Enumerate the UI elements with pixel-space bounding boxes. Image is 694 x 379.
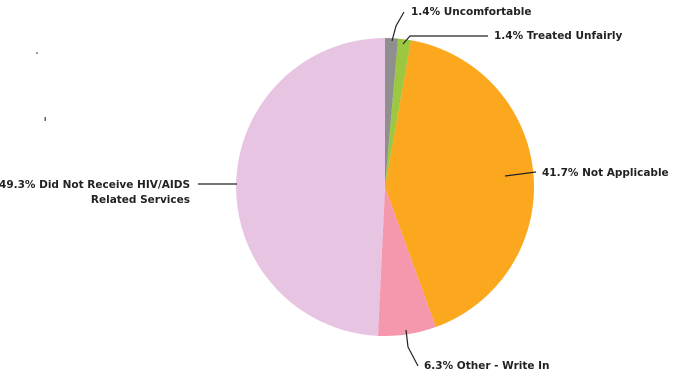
pie-slice-1 (385, 37, 399, 188)
slice-label-1: 1.4% Uncomfortable (411, 6, 531, 18)
pie-slices (236, 37, 534, 336)
leader-line-4 (405, 329, 419, 367)
pie-slice-2 (385, 38, 412, 187)
pie-slice-3 (385, 40, 534, 328)
slice-label-2: 1.4% Treated Unfairly (494, 30, 623, 42)
slice-label-5: 49.3% Did Not Receive HIV/AIDS Related Se… (0, 179, 190, 206)
slice-label-4: 6.3% Other - Write In (424, 360, 550, 372)
slice-label-line: 41.7% Not Applicable (542, 167, 669, 179)
pie-slice-4 (377, 187, 436, 336)
scan-speck (36, 52, 38, 54)
pie-slice-5 (236, 38, 385, 336)
leader-lines (198, 11, 537, 367)
slice-label-line: 1.4% Treated Unfairly (494, 30, 623, 42)
slice-labels: 1.4% Uncomfortable 1.4% Treated Unfairly 4… (0, 6, 669, 372)
slice-label-line: Related Services (91, 194, 190, 206)
leader-line-2 (402, 35, 488, 45)
slice-label-line: 1.4% Uncomfortable (411, 6, 531, 18)
leader-line-3 (504, 171, 537, 177)
slice-label-line: 6.3% Other - Write In (424, 360, 550, 372)
leader-line-1 (391, 11, 405, 42)
slice-label-3: 41.7% Not Applicable (542, 167, 669, 179)
slice-label-line: 49.3% Did Not Receive HIV/AIDS (0, 179, 190, 191)
scan-speck (44, 117, 46, 121)
